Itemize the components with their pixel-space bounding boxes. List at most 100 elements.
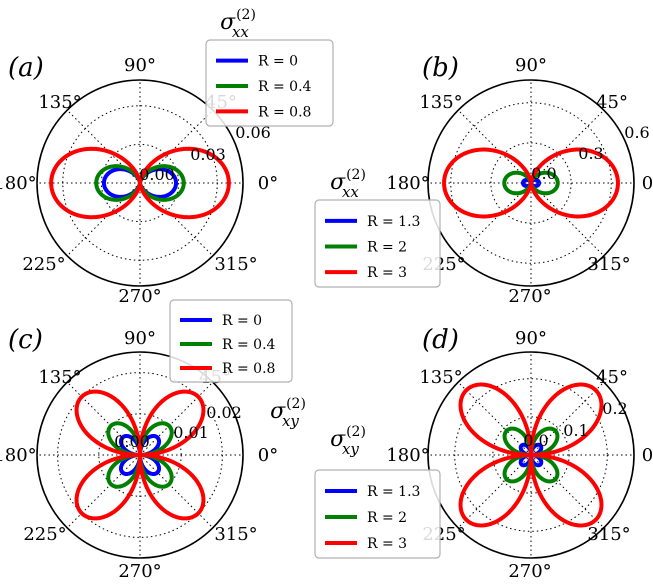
spoke-45 — [139, 109, 214, 184]
polar-grid — [37, 352, 243, 558]
polar-frame — [427, 351, 635, 559]
panel-d: 0.00.10.20°45°90°135°180°225°270°315°(d)… — [314, 325, 653, 582]
angle-tick-label: 45° — [596, 367, 628, 388]
spoke-225 — [457, 454, 532, 529]
spoke-315 — [139, 454, 214, 529]
series-group — [458, 382, 604, 528]
quantity-superscript: (2) — [286, 396, 306, 412]
series-group — [442, 147, 620, 219]
r-tick-label: 0.03 — [190, 145, 226, 164]
angle-tick-label: 45° — [596, 92, 628, 113]
angle-tick-label: 180° — [0, 173, 37, 194]
polar-grid — [428, 352, 634, 558]
angle-tick-label: 135° — [419, 92, 462, 113]
r-grid-circle — [450, 102, 612, 264]
legend-label: R = 2 — [367, 240, 407, 256]
spoke-315 — [139, 182, 214, 257]
spoke-135 — [66, 381, 141, 456]
spoke-135 — [66, 109, 141, 184]
angle-tick-label: 90° — [124, 328, 156, 349]
quantity-superscript: (2) — [346, 424, 366, 440]
r-tick-label: 0.00 — [139, 165, 175, 184]
angle-tick-label: 315° — [587, 254, 630, 275]
spoke-45 — [530, 109, 605, 184]
legend: R = 1.3 R = 2 R = 3 — [314, 199, 441, 288]
panel-b: 0.00.30.60°45°90°135°180°225°270°315°(b)… — [314, 53, 653, 307]
angle-tick-label: 270° — [508, 561, 551, 582]
quantity-label: σ(2) xx — [330, 167, 366, 201]
angle-tick-label: 315° — [214, 524, 257, 545]
series-group — [49, 146, 231, 220]
spoke-45 — [139, 381, 214, 456]
r-grid-circle — [454, 378, 608, 532]
panel-label: (d) — [422, 325, 459, 355]
series-line-R0p8 — [74, 389, 206, 521]
spoke-135 — [457, 381, 532, 456]
quantity-subscript: xy — [342, 440, 359, 458]
angle-tick-label: 180° — [386, 173, 429, 194]
angle-tick-label: 0° — [642, 445, 653, 466]
panels: 0.00 0.03 0.06 0° 45° 90° 135° 180° 225° 270° 315°… — [0, 7, 653, 582]
legend-label: R = 3 — [367, 265, 407, 281]
angle-tick-label: 0° — [642, 173, 653, 194]
r-grid-circle — [57, 372, 223, 538]
quantity-subscript: xy — [282, 412, 299, 430]
panel-label: (b) — [422, 53, 459, 83]
spoke-315 — [530, 182, 605, 257]
angle-tick-label: 135° — [419, 367, 462, 388]
quantity-label: σ(2) xy — [270, 396, 306, 430]
angle-tick-label: 0° — [258, 173, 278, 194]
r-tick-label: 0.02 — [206, 403, 242, 422]
angle-tick-label: 180° — [386, 445, 429, 466]
legend: R = 1.3 R = 2 R = 3 — [314, 469, 441, 559]
spoke-225 — [66, 454, 141, 529]
angle-tick-label: 135° — [38, 92, 81, 113]
r-tick-label: 0.1 — [563, 421, 588, 440]
series-line-R0p8 — [49, 146, 231, 220]
angle-tick-label: 90° — [515, 328, 547, 349]
spoke-225 — [457, 182, 532, 257]
angle-tick-label: 315° — [587, 524, 630, 545]
polar-frame — [36, 79, 244, 287]
legend-label: R = 1.3 — [367, 214, 420, 230]
panel-a: 0.000.030.060°45°90°135°180°225°270°315°… — [0, 7, 334, 307]
angle-tick-label: 270° — [118, 561, 161, 582]
r-grid-circle — [100, 143, 180, 223]
series-group — [74, 389, 206, 521]
legend-label: R = 0.4 — [222, 337, 276, 353]
panel-label: (a) — [8, 53, 44, 83]
spoke-135 — [457, 109, 532, 184]
r-tick-label: 0.3 — [578, 144, 603, 163]
spoke-225 — [66, 182, 141, 257]
r-tick-label: 0.06 — [235, 123, 271, 142]
angle-tick-label: 315° — [214, 254, 257, 275]
r-grid-circle — [492, 416, 570, 494]
angle-tick-label: 225° — [23, 524, 66, 545]
angle-tick-label: 270° — [118, 286, 161, 307]
angle-tick-label: 90° — [124, 55, 156, 76]
legend: R = 0 R = 0.4 R = 0.8 — [205, 39, 334, 127]
r-tick-label: 0.0 — [523, 431, 548, 450]
legend-label: R = 2 — [367, 510, 407, 526]
r-grid-circle — [490, 142, 572, 224]
angle-tick-label: 225° — [22, 254, 65, 275]
r-grid-circle — [62, 105, 218, 261]
polar-frame — [427, 79, 635, 287]
quantity-superscript: (2) — [346, 167, 366, 183]
legend-label: R = 0 — [258, 54, 298, 70]
angle-tick-label: 135° — [38, 367, 81, 388]
angle-tick-label: 90° — [515, 55, 547, 76]
spoke-45 — [530, 381, 605, 456]
legend-label: R = 0.8 — [222, 361, 275, 377]
series-line-R3 — [442, 147, 620, 219]
legend-label: R = 0 — [222, 313, 262, 329]
quantity-subscript: xx — [232, 23, 249, 41]
quantity-label: σ(2) xx — [220, 7, 256, 41]
r-tick-label: 0.2 — [602, 399, 627, 418]
quantity-superscript: (2) — [236, 7, 256, 23]
r-tick-label: 0.01 — [173, 423, 209, 442]
panel-c: 0.000.010.020°45°90°135°180°225°270°315°… — [0, 299, 306, 582]
angle-tick-label: 0° — [258, 445, 278, 466]
polar-frame — [36, 351, 244, 559]
